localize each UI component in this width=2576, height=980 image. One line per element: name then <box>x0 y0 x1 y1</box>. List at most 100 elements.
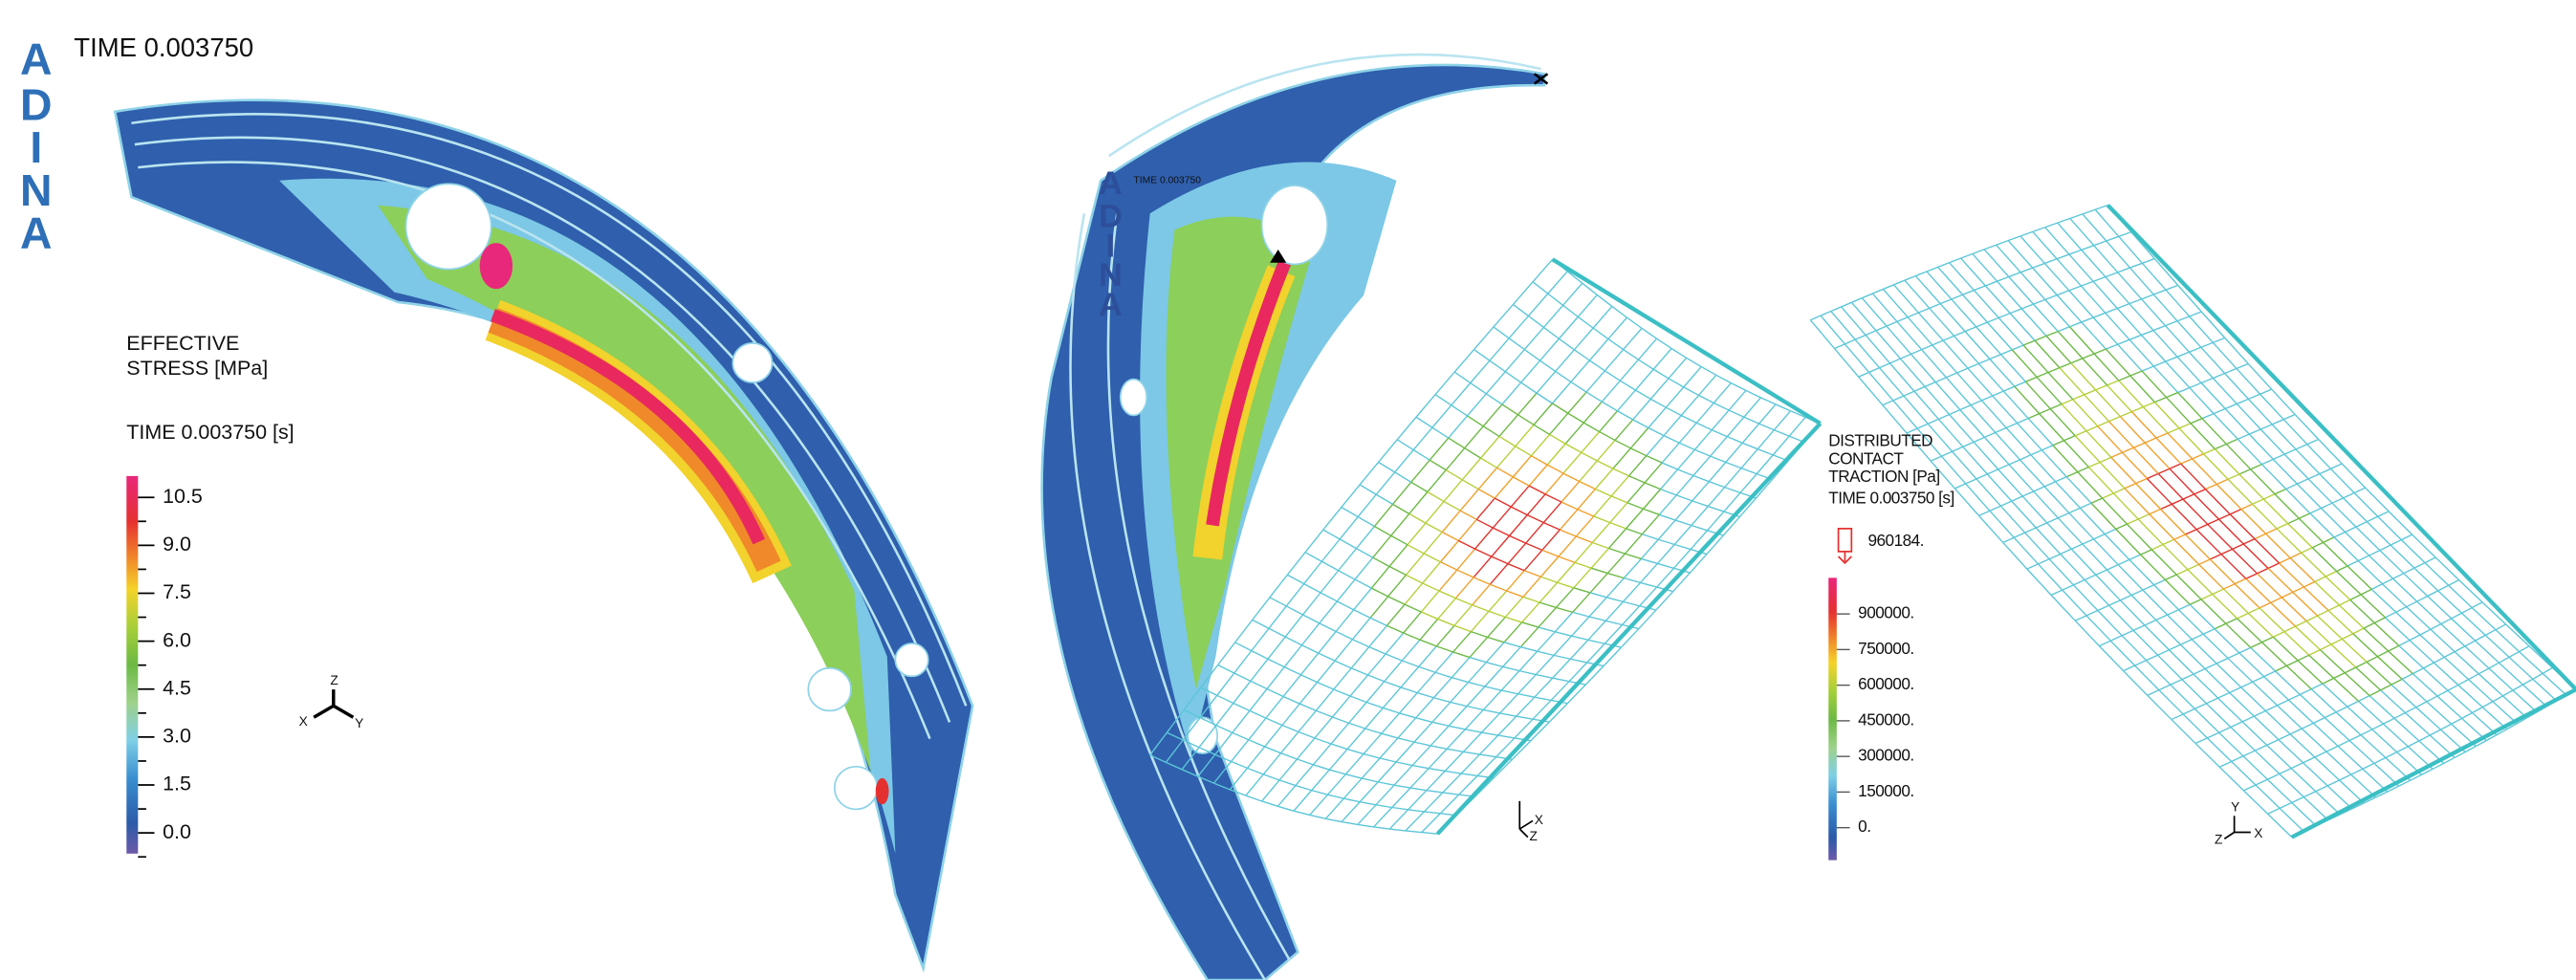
mesh-line <box>1574 568 1591 588</box>
mesh-line <box>1835 349 1859 378</box>
mesh-line <box>2171 680 2182 686</box>
mesh-line <box>2014 533 2025 537</box>
mesh-line <box>1887 326 1911 354</box>
mesh-line <box>1370 597 1388 618</box>
mesh-line <box>1539 607 1557 627</box>
mesh-line <box>1427 771 1445 790</box>
mesh-line <box>2094 539 2119 565</box>
mesh-line <box>2018 424 2042 450</box>
mesh-line <box>1267 689 1283 697</box>
mesh-line <box>1502 404 1518 415</box>
mesh-line <box>1984 437 2009 464</box>
mesh-line <box>1595 489 1611 495</box>
mesh-line <box>2221 555 2246 579</box>
mesh-line <box>1540 577 1557 582</box>
mesh-line <box>1931 456 1941 461</box>
mesh-line <box>2147 655 2158 660</box>
mesh-line <box>1534 425 1550 434</box>
mesh-line <box>2543 667 2552 673</box>
mesh-line <box>1360 485 1376 494</box>
mesh-line <box>1401 666 1419 687</box>
mesh-line <box>1490 584 1506 591</box>
mesh-line <box>2472 602 2482 608</box>
mesh-line <box>2183 499 2208 524</box>
mesh-line <box>1831 312 1855 340</box>
mesh-line <box>2194 490 2206 494</box>
mesh-line <box>2078 468 2089 472</box>
mesh-line <box>1467 394 1486 416</box>
mesh-line <box>2179 428 2204 454</box>
mesh-line <box>1492 556 1508 564</box>
mesh-line <box>2255 534 2266 538</box>
mesh-line <box>1537 393 1552 403</box>
mesh-line <box>1641 582 1657 587</box>
legend-time: TIME 0.003750 [s] <box>1828 488 1954 507</box>
mesh-line <box>2185 534 2210 559</box>
mesh-line <box>1494 327 1509 338</box>
mesh-line <box>1918 308 1929 313</box>
mesh-line <box>2033 268 2058 294</box>
mesh-line <box>2382 578 2392 584</box>
mesh-line <box>2419 735 2430 741</box>
mesh-line <box>2412 668 2423 674</box>
mesh-line <box>2035 336 2046 340</box>
mesh-line <box>1405 604 1421 612</box>
mesh-line <box>2313 718 2325 724</box>
mesh-line <box>1997 281 2022 309</box>
mesh-line <box>1556 371 1571 381</box>
mesh-line <box>2080 508 2105 534</box>
mesh-line <box>2243 751 2255 756</box>
mesh-line <box>1876 331 1901 359</box>
mesh-line <box>1521 382 1537 393</box>
mesh-line <box>1872 289 1883 294</box>
mesh-line <box>1461 754 1479 773</box>
mesh-line <box>2260 389 2272 394</box>
page: { "left_panel": { "logo": ["A", "D", "I"… <box>0 0 2576 980</box>
mesh-line <box>2188 564 2199 569</box>
mesh-line <box>2001 350 2013 355</box>
mesh-line <box>1397 417 1416 440</box>
mesh-line <box>2191 419 2202 424</box>
mesh-line <box>1416 417 1432 427</box>
mesh-line <box>2420 629 2431 635</box>
mesh-line <box>1810 316 1821 320</box>
mesh-line <box>1389 545 1408 567</box>
mesh-line <box>1676 475 1693 494</box>
mesh-line <box>1342 485 1360 508</box>
mesh-line <box>1474 577 1490 584</box>
mesh-line <box>1455 599 1472 605</box>
mesh-line <box>2036 523 2047 528</box>
mesh-line <box>2338 741 2349 747</box>
mesh-line <box>1465 709 1483 729</box>
mesh-line <box>1911 354 1936 381</box>
mesh-line <box>1615 440 1630 447</box>
mesh-line <box>2106 349 2130 376</box>
mesh-line <box>1396 762 1412 766</box>
mesh-line <box>2019 460 2044 487</box>
mesh-line <box>1571 381 1586 392</box>
mesh-line <box>1249 718 1266 740</box>
mesh-line <box>1469 663 1487 683</box>
mesh-line <box>1445 771 1461 773</box>
mesh-line <box>2066 472 2078 477</box>
mesh-line <box>2381 685 2391 690</box>
mesh-line <box>1521 360 1540 382</box>
mesh-line <box>1624 578 1640 583</box>
mesh-line <box>1623 582 1640 601</box>
mesh-line <box>1611 476 1628 496</box>
mesh-line <box>2290 729 2302 734</box>
mesh-line <box>1337 601 1353 610</box>
mesh-line <box>1842 302 1852 307</box>
mesh-line <box>1741 449 1757 468</box>
mesh-line <box>2118 339 2129 344</box>
tick-label: 900000. <box>1858 603 1913 622</box>
tick-label: 7.5 <box>163 580 191 603</box>
mesh-line <box>2141 555 2166 579</box>
mesh-line <box>1974 442 1998 469</box>
mesh-line <box>1499 415 1518 437</box>
mesh-line <box>2431 624 2441 630</box>
mesh-line <box>1347 729 1365 750</box>
mesh-line <box>1526 523 1544 544</box>
mesh-line <box>1413 427 1432 449</box>
mesh-line <box>1356 527 1374 549</box>
